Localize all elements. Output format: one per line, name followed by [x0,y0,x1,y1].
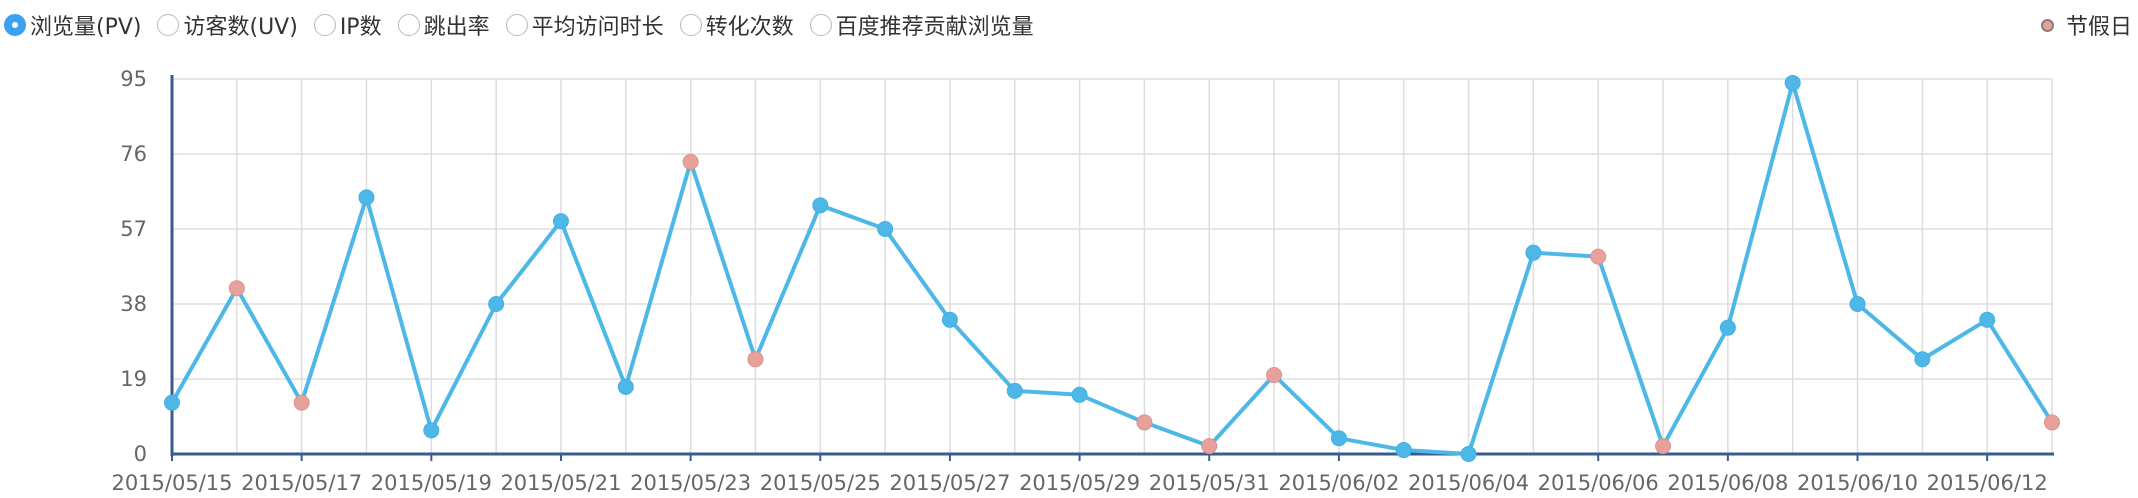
x-tick-label: 2015/05/17 [241,471,362,495]
y-tick-label: 95 [120,67,147,91]
x-tick-label: 2015/05/23 [630,471,751,495]
holiday-point [747,351,764,368]
tab-metric-6[interactable]: 百度推荐贡献浏览量 [809,9,1034,41]
radio-icon[interactable] [4,14,26,36]
radio-icon[interactable] [679,14,702,36]
holiday-point [1655,438,1672,455]
x-tick-label: 2015/05/29 [1019,471,1140,495]
x-tick-label: 2015/05/21 [500,471,621,495]
data-point [1784,74,1801,91]
y-tick-label: 76 [120,142,147,166]
series-line [170,80,2054,456]
tab-metric-0[interactable]: 浏览量(PV) [4,9,141,41]
x-tick-label: 2015/06/08 [1667,471,1788,495]
y-tick-label: 19 [120,367,147,391]
data-point [812,197,829,214]
holiday-point [682,153,699,170]
tab-label: 跳出率 [423,15,490,40]
x-tick-label: 2015/06/06 [1538,471,1659,495]
tab-metric-2[interactable]: IP数 [313,9,382,41]
tab-label: 转化次数 [705,15,794,40]
data-point [941,311,958,328]
holiday-point [1590,248,1607,265]
holiday-dot-icon [2040,18,2054,32]
x-tick-label: 2015/06/04 [1408,471,1529,495]
radio-icon[interactable] [505,14,528,36]
holiday-point [228,280,245,297]
tab-label: 百度推荐贡献浏览量 [835,15,1034,40]
data-point [617,378,634,395]
radio-icon[interactable] [809,14,832,36]
y-tick-label: 57 [120,217,147,241]
data-point [358,189,375,206]
x-tick-label: 2015/05/25 [760,471,881,495]
radio-icon[interactable] [157,14,180,36]
tab-label: IP数 [339,15,382,40]
data-point [1849,296,1866,312]
tab-label: 访客数(UV) [183,15,298,40]
tab-metric-5[interactable]: 转化次数 [679,9,794,41]
data-point [1395,442,1412,459]
data-point [1460,446,1477,462]
holiday-point [1201,438,1218,455]
x-tick-label: 2015/05/31 [1149,471,1270,495]
radio-icon[interactable] [397,14,420,36]
data-point [1071,386,1088,403]
data-point [1330,430,1347,447]
x-tick-label: 2015/05/19 [371,471,492,495]
x-tick-label: 2015/05/27 [889,471,1010,495]
tab-metric-1[interactable]: 访客数(UV) [157,9,298,41]
data-point [488,296,505,312]
tab-label: 平均访问时长 [531,15,664,40]
legend: 节假日 [2040,10,2132,40]
tab-label: 浏览量(PV) [30,15,142,40]
data-point [164,394,180,411]
data-point [1006,382,1023,399]
holiday-point [293,394,310,411]
x-tick-label: 2015/06/12 [1927,471,2048,495]
tab-metric-3[interactable]: 跳出率 [397,9,490,41]
holiday-point [1136,414,1153,431]
x-tick-label: 2015/05/15 [111,471,232,495]
data-point [1525,244,1542,261]
data-point [877,221,894,237]
x-tick-label: 2015/06/02 [1278,471,1399,495]
data-point [552,213,569,230]
legend-label-holiday: 节假日 [2065,15,2132,40]
y-tick-label: 0 [134,442,147,466]
metric-tabs: 浏览量(PV) 访客数(UV) IP数 跳出率 平均访问时长 转化次数 百度推荐贡献浏览量 [4,10,1050,40]
holiday-point [2044,414,2060,431]
data-point [1719,319,1736,336]
tab-metric-4[interactable]: 平均访问时长 [505,9,664,41]
radio-icon[interactable] [313,14,336,36]
holiday-point [1266,367,1283,384]
x-tick-label: 2015/06/10 [1797,471,1918,495]
data-point [1979,311,1996,328]
data-point [423,422,440,439]
y-tick-label: 38 [120,292,147,316]
data-point [1914,351,1931,368]
